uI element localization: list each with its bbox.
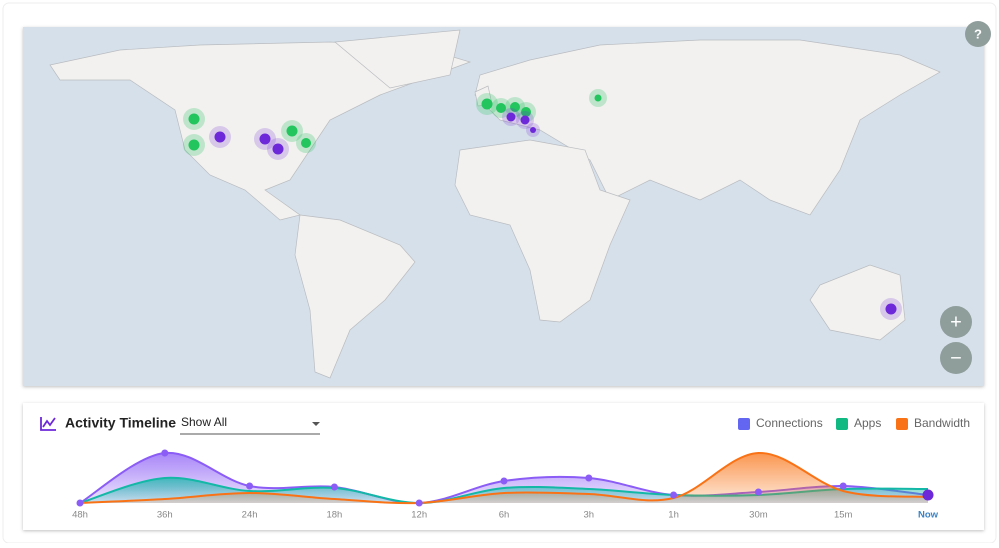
data-point	[330, 483, 338, 491]
data-point	[246, 482, 254, 490]
x-tick-label: 12h	[411, 510, 427, 521]
legend-label: Apps	[854, 416, 881, 430]
legend-label: Connections	[756, 416, 823, 430]
zoom-in-label: +	[950, 311, 962, 333]
x-tick-label: 15m	[834, 510, 853, 521]
activity-chart: Connections Apps Bandwidth 48h 36h 24h 18h 12h 6…	[72, 416, 970, 520]
timeline-title: Activity Timeline	[65, 415, 176, 431]
x-tick-label: 30m	[749, 510, 768, 521]
timeline-icon	[40, 417, 56, 431]
help-button[interactable]: ?	[965, 21, 991, 47]
help-label: ?	[974, 26, 982, 41]
x-tick-label: 6h	[499, 510, 510, 521]
data-point	[500, 477, 508, 485]
x-tick-label: 24h	[242, 510, 258, 521]
x-tick-label: 18h	[326, 510, 342, 521]
data-point	[76, 499, 84, 507]
x-tick-label: 3h	[584, 510, 595, 521]
legend-swatch[interactable]	[836, 418, 848, 430]
data-point	[585, 474, 593, 482]
x-tick-label: 36h	[157, 510, 173, 521]
legend-swatch[interactable]	[738, 418, 750, 430]
legend-label: Bandwidth	[914, 416, 970, 430]
zoom-out-label: −	[950, 347, 962, 369]
zoom-in-button[interactable]: +	[940, 306, 972, 338]
map	[23, 27, 984, 386]
data-point	[415, 499, 423, 507]
data-point	[754, 488, 762, 496]
markers	[183, 89, 902, 320]
legend-swatch[interactable]	[896, 418, 908, 430]
data-point	[161, 449, 169, 457]
data-point	[922, 489, 934, 501]
land	[49, 29, 941, 379]
x-tick-label: 1h	[668, 510, 679, 521]
x-tick-label: Now	[918, 510, 939, 521]
series-area	[80, 452, 928, 504]
data-point	[670, 491, 678, 499]
filter-value: Show All	[181, 415, 227, 429]
series-line	[79, 451, 929, 505]
filter-dropdown[interactable]: Show All	[180, 415, 320, 435]
zoom-out-button[interactable]: −	[940, 342, 972, 374]
x-tick-label: 48h	[72, 510, 88, 521]
data-point	[839, 482, 847, 490]
